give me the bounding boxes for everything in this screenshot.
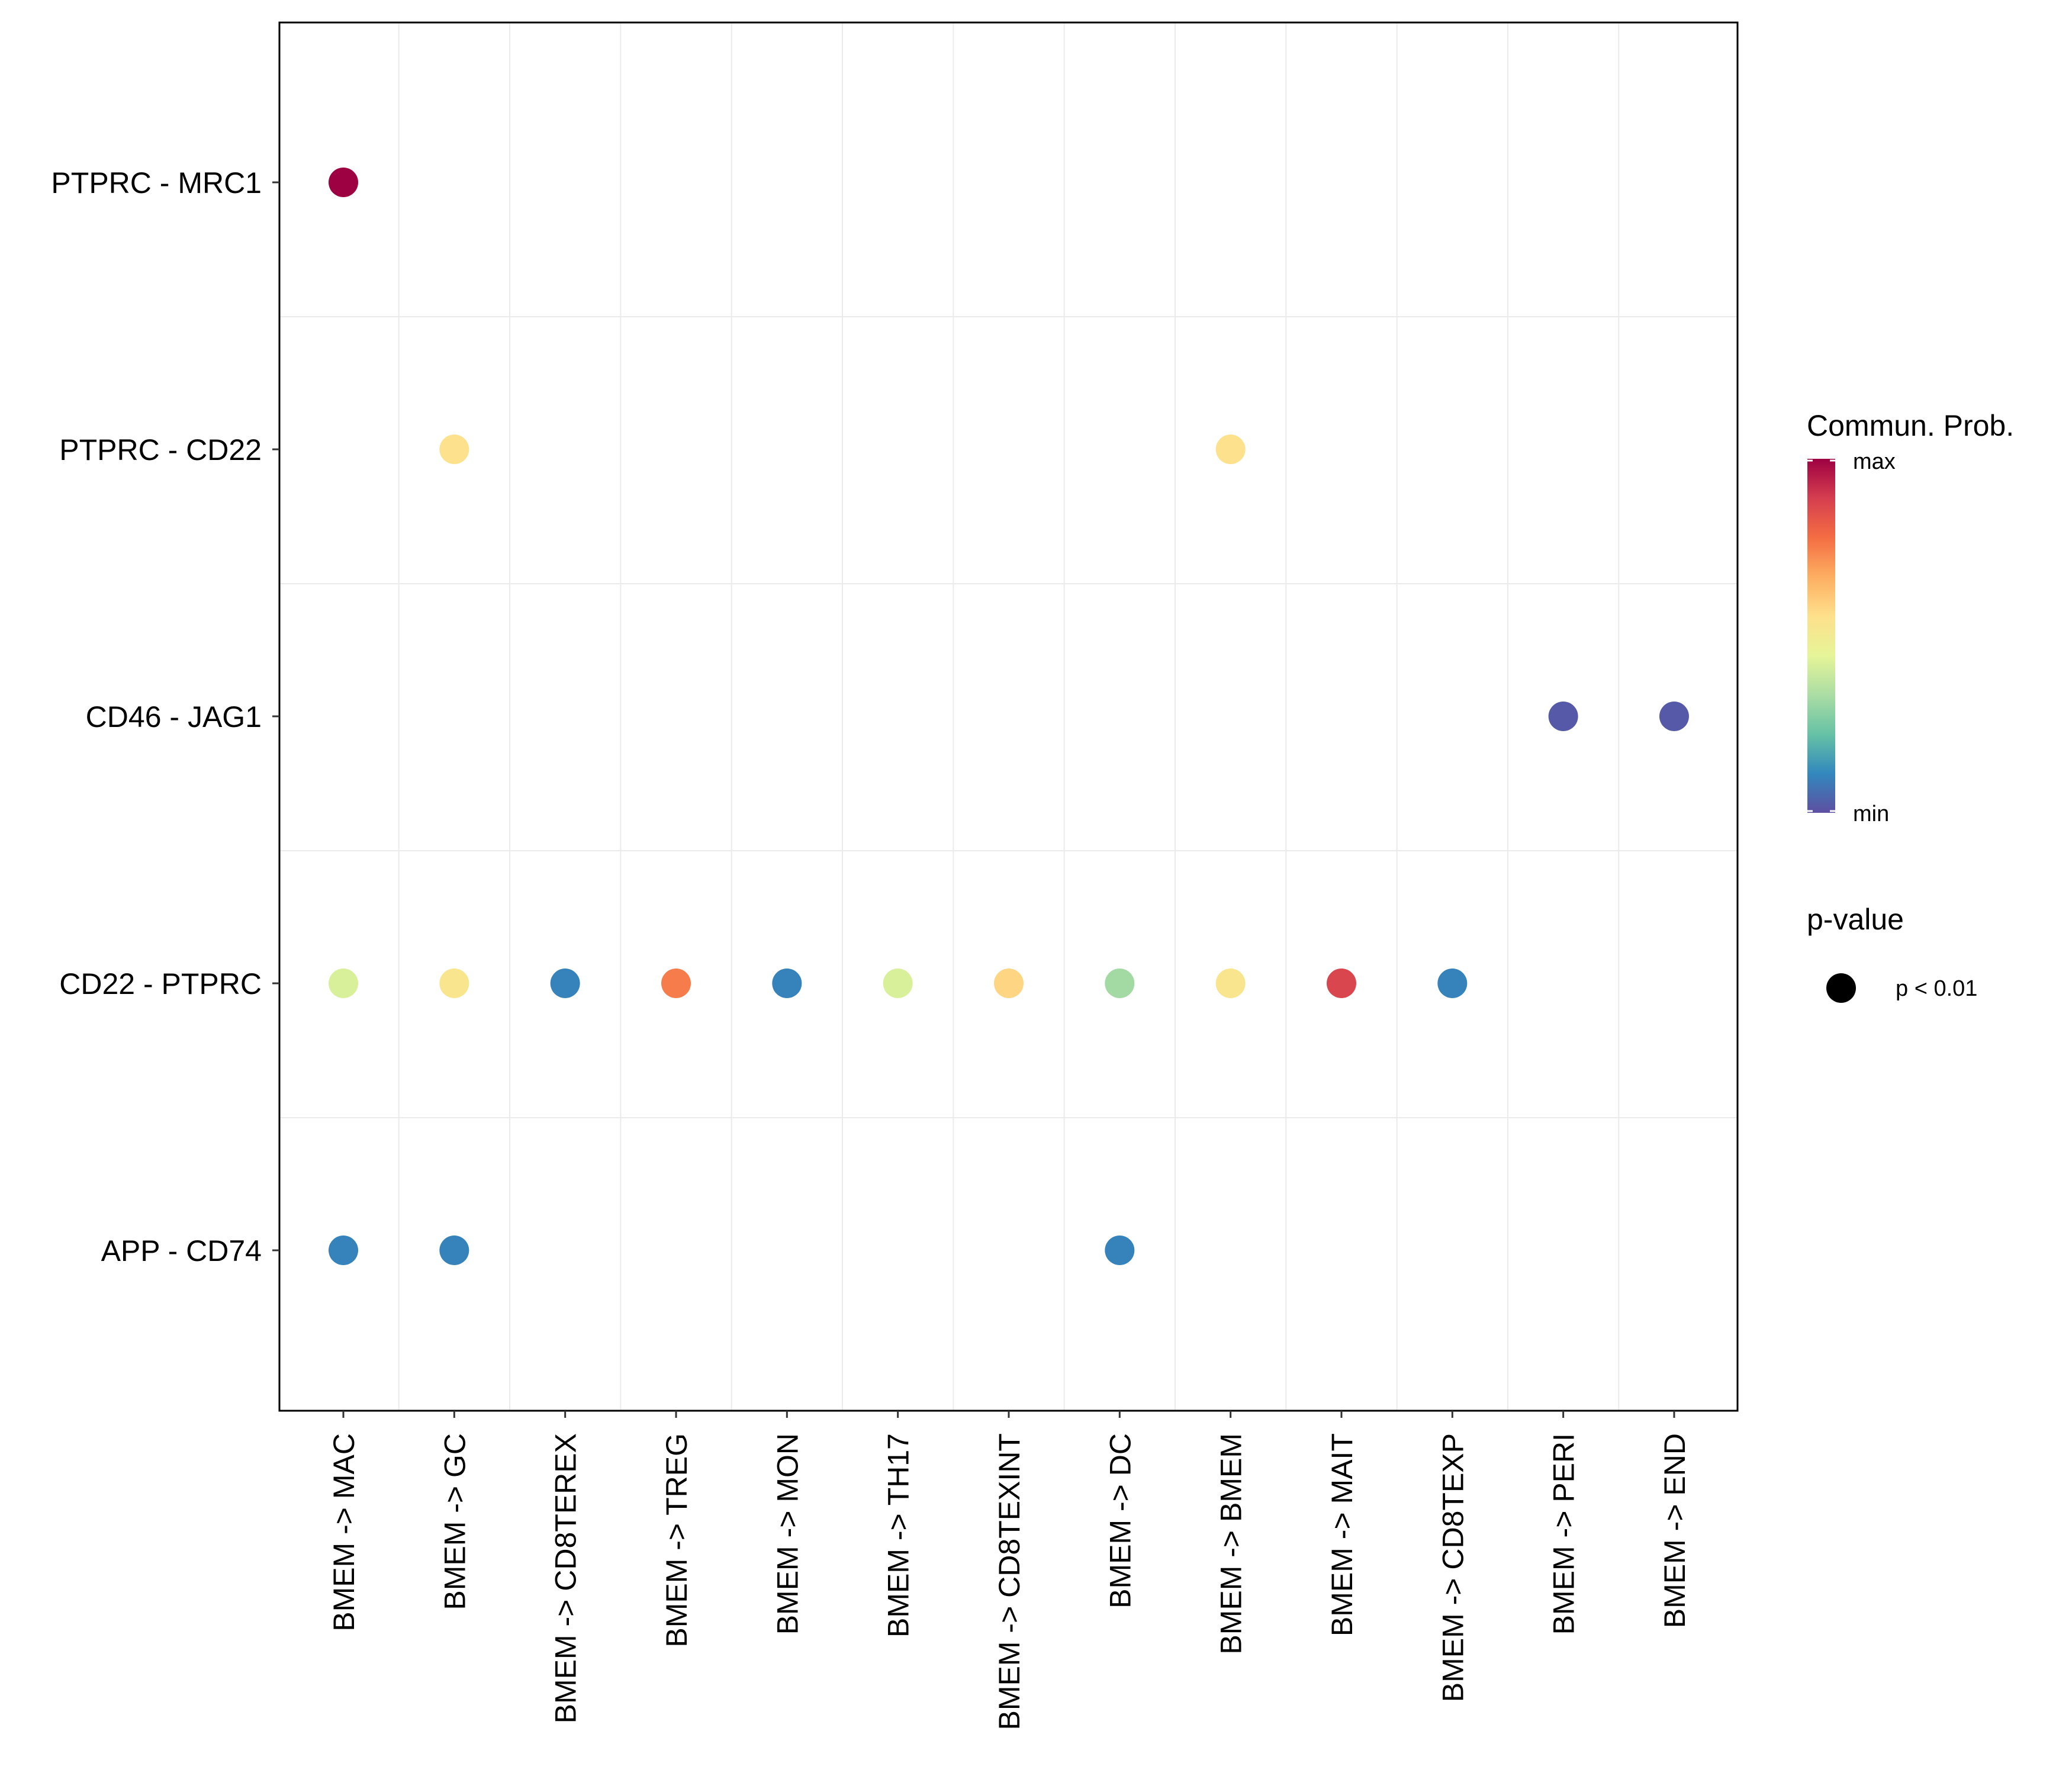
data-point — [550, 969, 580, 998]
data-point — [993, 969, 1024, 998]
color-legend-max-label: max — [1853, 449, 1896, 474]
axes: PTPRC - MRC1 PTPRC - CD22 CD46 - JAG1 CD22 … — [51, 166, 1691, 1730]
data-point — [329, 1236, 358, 1265]
x-tick-label: BMEM -> CD8TEREX — [549, 1433, 583, 1723]
data-point — [439, 435, 469, 464]
data-point — [329, 168, 358, 197]
data-point — [1105, 969, 1135, 998]
grid-lines — [279, 22, 1738, 1411]
x-tick-label: BMEM -> CD8TEXINT — [993, 1433, 1026, 1730]
x-tick-label: BMEM -> GC — [438, 1433, 471, 1610]
data-point — [661, 969, 691, 998]
data-point — [883, 969, 913, 998]
x-tick-label: BMEM -> PERI — [1547, 1433, 1581, 1635]
y-tick-label: PTPRC - CD22 — [59, 433, 262, 466]
x-tick-label: BMEM -> CD8TEXP — [1436, 1433, 1469, 1702]
data-point — [1326, 969, 1356, 998]
x-tick-label: BMEM -> BMEM — [1215, 1433, 1248, 1655]
x-tick-label: BMEM -> TH17 — [882, 1433, 915, 1637]
y-tick-label: CD46 - JAG1 — [86, 700, 262, 733]
data-point — [1437, 969, 1468, 998]
data-point — [1548, 702, 1578, 731]
data-point — [1215, 435, 1246, 464]
data-point — [1659, 702, 1689, 731]
data-point — [439, 969, 469, 998]
x-tick-label: BMEM -> MAC — [327, 1433, 361, 1632]
data-point — [439, 1236, 469, 1265]
y-tick-label: CD22 - PTPRC — [59, 967, 262, 1000]
data-points — [329, 168, 1689, 1265]
color-legend-min-label: min — [1853, 802, 1889, 826]
size-legend-title: p-value — [1807, 903, 1904, 936]
x-tick-label: BMEM -> MON — [771, 1433, 804, 1635]
size-legend-label: p < 0.01 — [1896, 976, 1977, 1001]
y-tick-label: APP - CD74 — [101, 1234, 262, 1267]
color-legend-title: Commun. Prob. — [1807, 409, 2014, 442]
x-tick-label: BMEM -> DC — [1103, 1433, 1137, 1608]
data-point — [772, 969, 802, 998]
data-point — [1105, 1236, 1135, 1265]
data-point — [329, 969, 358, 998]
size-legend-symbol — [1826, 973, 1856, 1003]
data-point — [1215, 969, 1246, 998]
x-tick-label: BMEM -> END — [1658, 1433, 1691, 1628]
x-tick-label: BMEM -> TREG — [660, 1433, 693, 1648]
y-tick-label: PTPRC - MRC1 — [51, 166, 262, 200]
color-legend-bar — [1807, 459, 1835, 813]
legend: Commun. Prob. max min p-value p < 0.01 — [1807, 409, 2014, 1003]
x-tick-label: BMEM -> MAIT — [1325, 1433, 1359, 1636]
